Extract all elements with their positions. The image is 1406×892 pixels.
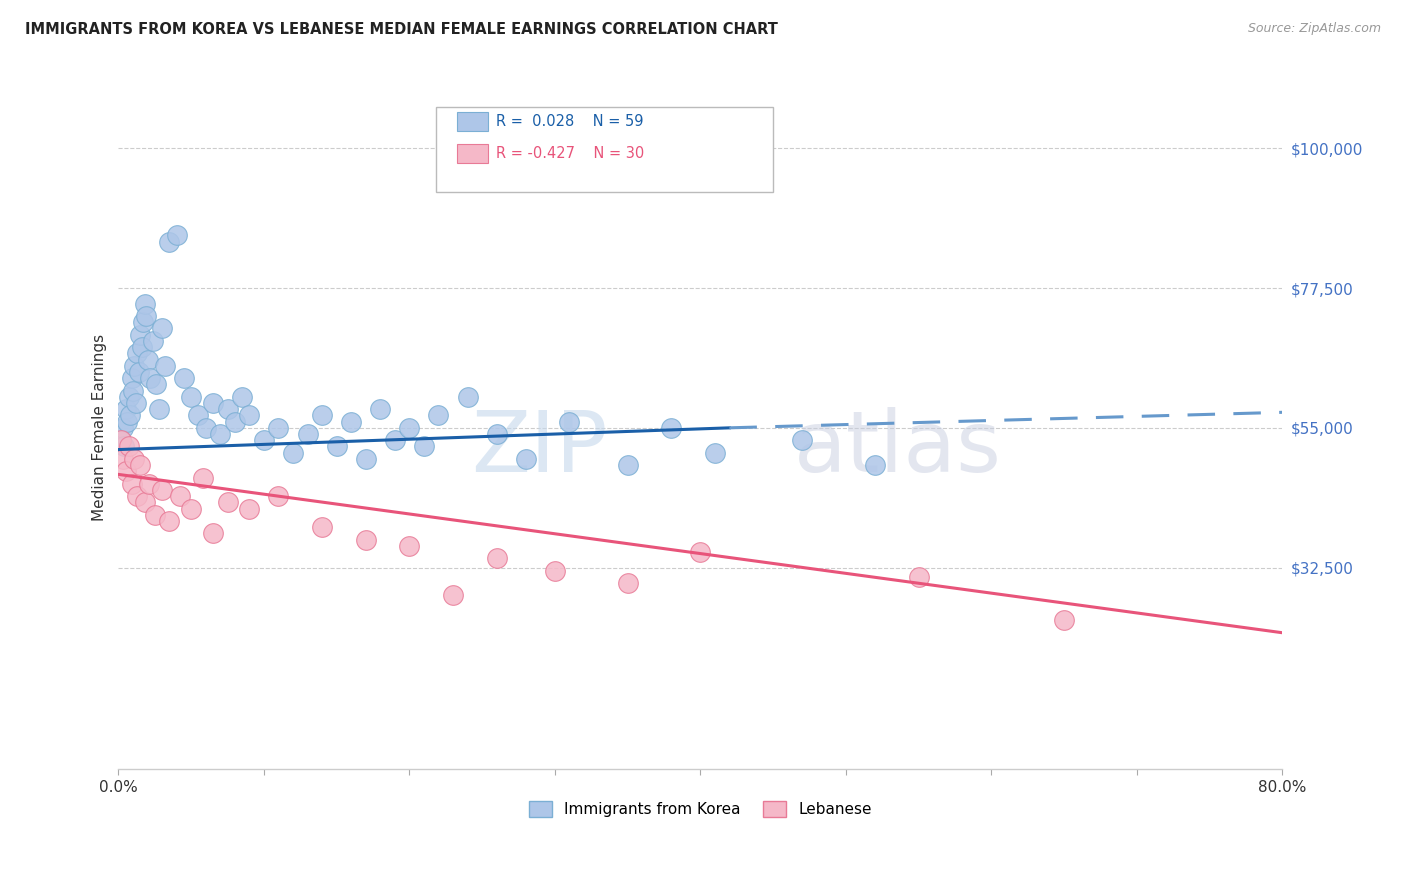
Point xyxy=(267,489,290,503)
Point xyxy=(134,495,156,509)
Point xyxy=(281,445,304,459)
Point xyxy=(157,514,180,528)
Point xyxy=(142,334,165,348)
Point xyxy=(384,434,406,448)
Point xyxy=(201,396,224,410)
Point xyxy=(485,427,508,442)
Point xyxy=(217,495,239,509)
Point xyxy=(114,402,136,417)
Point xyxy=(194,421,217,435)
Point xyxy=(153,359,176,373)
Point xyxy=(145,377,167,392)
Point xyxy=(150,483,173,497)
Point xyxy=(136,352,159,367)
Point xyxy=(907,570,929,584)
Point xyxy=(121,476,143,491)
Point xyxy=(124,451,146,466)
Point xyxy=(134,296,156,310)
Point xyxy=(169,489,191,503)
Point xyxy=(114,464,136,478)
Point xyxy=(124,359,146,373)
Point xyxy=(253,434,276,448)
Point xyxy=(267,421,290,435)
Point xyxy=(127,346,149,360)
Point xyxy=(354,451,377,466)
Point xyxy=(457,390,479,404)
Point xyxy=(125,396,148,410)
Point xyxy=(427,409,450,423)
Point xyxy=(180,390,202,404)
Point xyxy=(224,415,246,429)
Point xyxy=(117,390,139,404)
Point xyxy=(115,415,138,429)
Point xyxy=(187,409,209,423)
Point xyxy=(166,228,188,243)
Point xyxy=(138,476,160,491)
Point xyxy=(398,421,420,435)
Y-axis label: Median Female Earnings: Median Female Earnings xyxy=(93,334,107,522)
Point xyxy=(132,315,155,329)
Point xyxy=(703,445,725,459)
Text: R =  0.028    N = 59: R = 0.028 N = 59 xyxy=(496,114,644,128)
Point xyxy=(616,458,638,472)
Point xyxy=(792,434,814,448)
Point xyxy=(354,533,377,547)
Point xyxy=(139,371,162,385)
Legend: Immigrants from Korea, Lebanese: Immigrants from Korea, Lebanese xyxy=(523,795,877,823)
Point xyxy=(122,384,145,398)
Point xyxy=(111,451,134,466)
Point xyxy=(325,440,347,454)
Point xyxy=(143,508,166,522)
Point xyxy=(485,551,508,566)
Point xyxy=(157,235,180,249)
Point xyxy=(117,440,139,454)
Point xyxy=(209,427,232,442)
Point xyxy=(368,402,391,417)
Point xyxy=(121,371,143,385)
Point xyxy=(616,576,638,591)
Point xyxy=(238,501,260,516)
Point xyxy=(311,409,333,423)
Point xyxy=(231,390,253,404)
Point xyxy=(1053,613,1076,627)
Point xyxy=(217,402,239,417)
Point xyxy=(128,365,150,379)
Point xyxy=(180,501,202,516)
Point xyxy=(558,415,581,429)
Point xyxy=(191,470,214,484)
Point xyxy=(659,421,682,435)
Point xyxy=(129,458,152,472)
Point xyxy=(135,309,157,323)
Point xyxy=(201,526,224,541)
Point xyxy=(148,402,170,417)
Point xyxy=(441,589,464,603)
Point xyxy=(129,327,152,342)
Point xyxy=(689,545,711,559)
Point xyxy=(340,415,363,429)
Point xyxy=(112,440,135,454)
Point xyxy=(127,489,149,503)
Point xyxy=(120,409,142,423)
Point xyxy=(238,409,260,423)
Point xyxy=(110,434,132,448)
Text: ZIP: ZIP xyxy=(471,407,607,490)
Point xyxy=(515,451,537,466)
Point xyxy=(297,427,319,442)
Point xyxy=(413,440,436,454)
Point xyxy=(398,539,420,553)
Point xyxy=(544,564,567,578)
Point xyxy=(110,434,132,448)
Point xyxy=(311,520,333,534)
Text: IMMIGRANTS FROM KOREA VS LEBANESE MEDIAN FEMALE EARNINGS CORRELATION CHART: IMMIGRANTS FROM KOREA VS LEBANESE MEDIAN… xyxy=(25,22,778,37)
Point xyxy=(131,340,153,354)
Point xyxy=(111,421,134,435)
Point xyxy=(173,371,195,385)
Point xyxy=(863,458,886,472)
Point xyxy=(150,321,173,335)
Text: Source: ZipAtlas.com: Source: ZipAtlas.com xyxy=(1247,22,1381,36)
Text: R = -0.427    N = 30: R = -0.427 N = 30 xyxy=(496,146,644,161)
Text: atlas: atlas xyxy=(793,407,1001,490)
